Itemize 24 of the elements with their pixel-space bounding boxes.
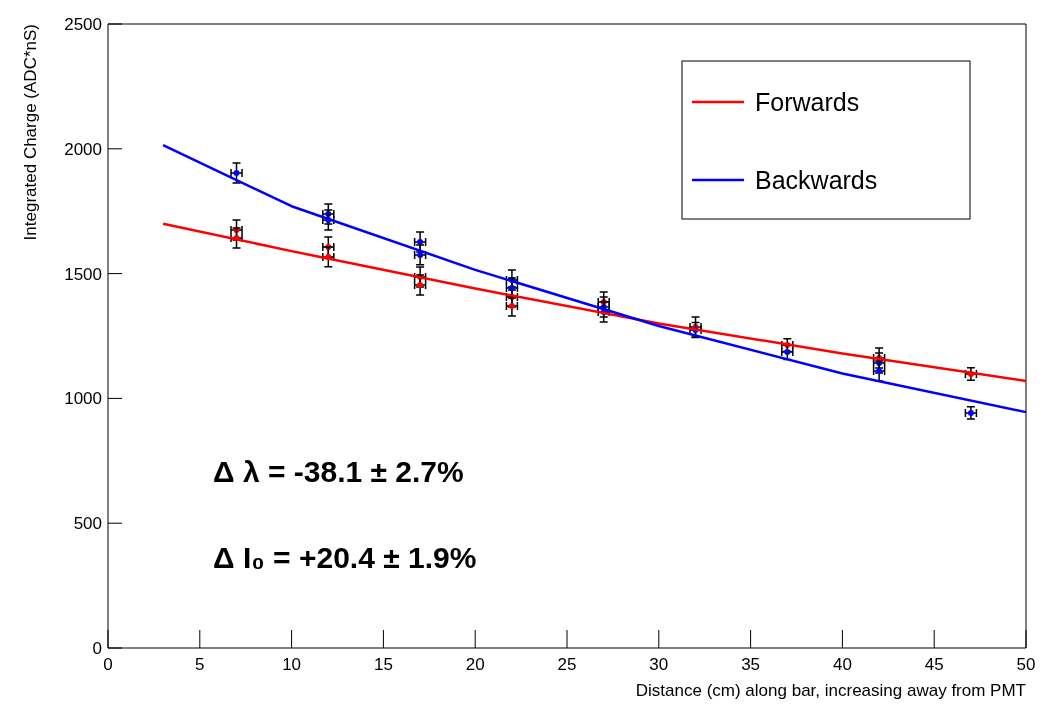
y-tick-label: 1000: [64, 389, 102, 409]
y-tick-label: 2500: [64, 15, 102, 34]
line-series: [161, 143, 1028, 414]
x-axis-title: Distance (cm) along bar, increasing away from PMT: [635, 681, 1026, 700]
x-tick-label: 5: [195, 655, 205, 674]
y-tick-label: 1500: [64, 264, 102, 284]
x-tick-label: 25: [557, 655, 577, 674]
y-tick-label: 0: [92, 639, 102, 658]
x-tick-label: 50: [1016, 655, 1036, 674]
x-tick-label: 35: [741, 655, 761, 674]
x-tick-label: 10: [282, 655, 302, 674]
legend-label: Backwards: [755, 166, 878, 194]
legend-label: Forwards: [755, 88, 860, 116]
x-tick-label: 30: [649, 655, 669, 674]
line-series: [161, 222, 1028, 383]
x-tick-label: 45: [924, 655, 944, 674]
y-tick-label: 2000: [64, 139, 102, 159]
x-tick-label: 40: [832, 655, 852, 674]
x-tick-label: 20: [465, 655, 485, 674]
annotation: Δ λ = -38.1 ± 2.7%: [213, 455, 464, 488]
x-tick-label: 15: [373, 655, 393, 674]
annotation: Δ I₀ = +20.4 ± 1.9%: [213, 541, 477, 574]
y-axis-title: Integrated Charge (ADC*nS): [21, 24, 40, 241]
y-tick-label: 500: [73, 514, 102, 534]
